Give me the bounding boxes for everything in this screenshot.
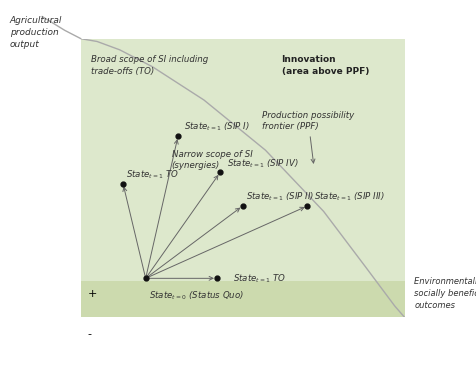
Bar — [81, 281, 405, 317]
Text: Environmentally and
socially beneficial
outcomes: Environmentally and socially beneficial … — [414, 277, 476, 310]
Text: Agricultural
production
output: Agricultural production output — [10, 16, 62, 49]
Text: +: + — [88, 289, 97, 299]
Text: Broad scope of SI including
trade-offs (TO): Broad scope of SI including trade-offs (… — [90, 55, 208, 75]
Text: Production possibility
frontier (PPF): Production possibility frontier (PPF) — [262, 111, 355, 163]
Text: -: - — [88, 329, 91, 339]
Text: State$_{t=1}$ (SIP II): State$_{t=1}$ (SIP II) — [246, 191, 315, 203]
Text: State$_{t=1}$ (SIP IV): State$_{t=1}$ (SIP IV) — [227, 157, 298, 170]
Text: Innovation
(area above PPF): Innovation (area above PPF) — [282, 55, 369, 75]
Text: State$_{t=1}$ TO: State$_{t=1}$ TO — [126, 168, 179, 181]
Text: State$_{t=1}$ (SIP III): State$_{t=1}$ (SIP III) — [314, 191, 385, 203]
Text: State$_{t=0}$ (Status Quo): State$_{t=0}$ (Status Quo) — [149, 289, 244, 302]
Text: State$_{t=1}$ TO: State$_{t=1}$ TO — [233, 272, 286, 284]
Text: State$_{t=1}$ (SIP I): State$_{t=1}$ (SIP I) — [185, 121, 250, 134]
Text: Narrow scope of SI
(synergies): Narrow scope of SI (synergies) — [171, 150, 252, 170]
